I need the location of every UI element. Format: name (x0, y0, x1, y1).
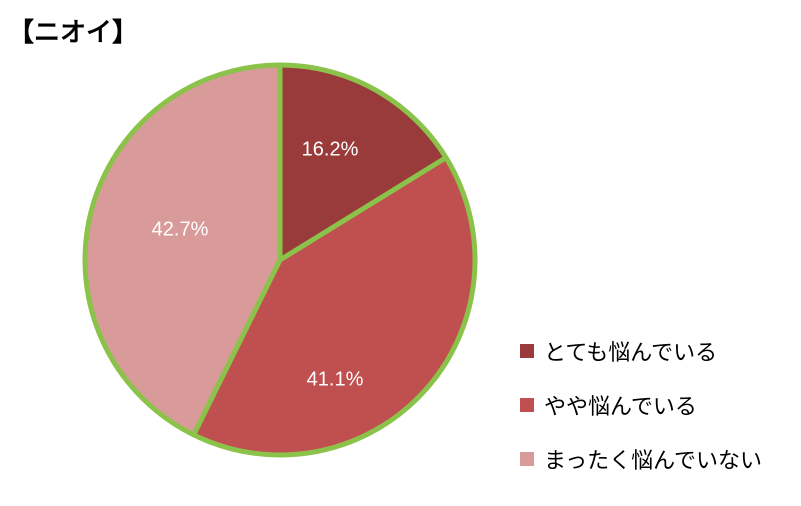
legend-swatch (520, 344, 534, 358)
slice-percent-label: 16.2% (302, 139, 359, 162)
legend-item: まったく悩んでいない (520, 443, 762, 475)
legend-item: とても悩んでいる (520, 335, 762, 367)
legend-label: やや悩んでいる (544, 389, 697, 421)
legend: とても悩んでいるやや悩んでいるまったく悩んでいない (520, 335, 762, 497)
legend-swatch (520, 398, 534, 412)
legend-label: とても悩んでいる (544, 335, 717, 367)
slice-percent-label: 42.7% (152, 219, 209, 242)
slice-percent-label: 41.1% (307, 369, 364, 392)
legend-swatch (520, 452, 534, 466)
legend-label: まったく悩んでいない (544, 443, 762, 475)
legend-item: やや悩んでいる (520, 389, 762, 421)
chart-container: 【ニオイ】 16.2%41.1%42.7% とても悩んでいるやや悩んでいるまった… (0, 0, 801, 501)
